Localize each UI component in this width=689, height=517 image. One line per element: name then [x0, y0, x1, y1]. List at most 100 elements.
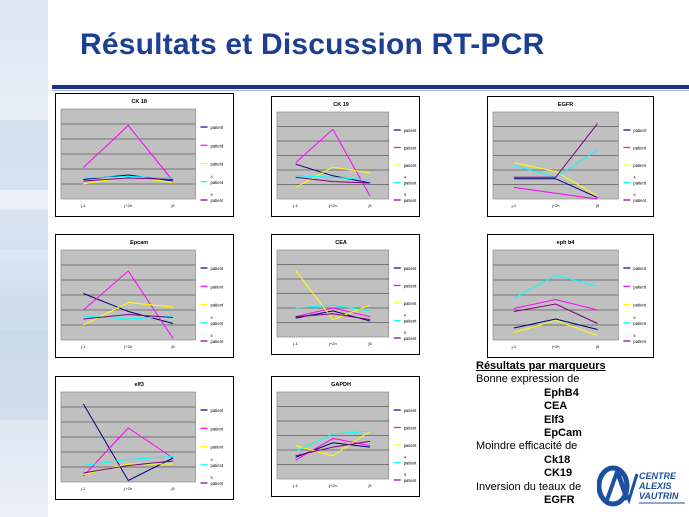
summary-good-item: Elf3	[544, 413, 565, 426]
x-tick-label: j-1	[511, 203, 517, 208]
series-line	[83, 456, 174, 466]
legend-label: patient	[211, 481, 224, 486]
legend-label: patient	[211, 162, 224, 167]
series-line	[83, 293, 174, 324]
series-line	[83, 177, 174, 182]
chart-title: EGFR	[558, 102, 573, 108]
legend-label: patient	[633, 321, 646, 326]
series-line	[295, 304, 371, 312]
series-line	[295, 128, 371, 197]
decorative-sidebar	[0, 0, 48, 517]
legend-label: patient	[404, 163, 417, 168]
summary-inversion-label: Inversion du teaux de	[476, 480, 582, 493]
legend-mark: 5	[211, 475, 214, 480]
legend-label: patient	[404, 426, 417, 431]
series-line	[513, 318, 598, 330]
legend-label: patient	[404, 266, 417, 271]
svg-text:CENTRE: CENTRE	[639, 471, 677, 481]
centre-alexis-vautrin-logo: CENTRE ALEXIS VAUTRIN	[596, 462, 689, 512]
legend-mark: 4	[211, 174, 214, 179]
series-line	[513, 178, 598, 199]
chart-svg: elf3 j-1 j+2h j5 patient patient patient patien…	[60, 382, 224, 491]
summary-good-label: Bonne expression de	[476, 373, 580, 386]
title-underline-thin	[52, 90, 689, 91]
chart-ck18: CK 18 j-1 j+2h j5 patient patient patient patie…	[55, 93, 234, 217]
legend-label: patient	[211, 463, 224, 468]
chart-title: GAPDH	[331, 382, 351, 388]
series-line	[295, 440, 371, 457]
legend-label: patient	[633, 284, 646, 289]
legend-mark: 5	[404, 472, 407, 477]
series-line	[295, 175, 371, 181]
legend-mark: 4	[211, 457, 214, 462]
series-line	[295, 430, 371, 452]
legend-mark: 5	[633, 333, 636, 338]
series-line	[295, 269, 371, 321]
chart-svg: eph b4 j-1 j+2h j5 patient patient patient pati…	[492, 240, 647, 349]
legend-label: patient	[211, 303, 224, 308]
chart-ck19: CK 19 j-1 j+2h j5 patient patient patient patie…	[271, 96, 420, 217]
x-tick-label: j+2h	[123, 203, 132, 208]
series-line	[513, 298, 598, 311]
series-line	[83, 460, 174, 474]
chart-svg: GAPDH j-1 j+2h j5 patient patient patient patie…	[276, 382, 417, 488]
x-tick-label: j-1	[292, 203, 298, 208]
chart-title: CK 19	[333, 102, 349, 108]
legend-label: patient	[404, 301, 417, 306]
legend-label: patient	[404, 443, 417, 448]
chart-svg: CEA j-1 j+2h j5 patient patient patient patient…	[276, 240, 417, 346]
legend-label: patient	[633, 303, 646, 308]
legend-mark: 4	[404, 175, 407, 180]
series-line	[513, 303, 598, 324]
summary-good-item: EphB4	[544, 386, 579, 399]
x-tick-label: j-1	[80, 486, 86, 491]
legend-label: patient	[211, 339, 224, 344]
legend-label: patient	[404, 336, 417, 341]
legend-label: patient	[404, 408, 417, 413]
series-line	[82, 403, 174, 482]
chart-title: CEA	[335, 240, 347, 246]
chart-cea: CEA j-1 j+2h j5 patient patient patient patient…	[271, 234, 420, 355]
chart-elf3: elf3 j-1 j+2h j5 patient patient patient patien…	[55, 376, 234, 500]
legend-mark: 5	[404, 330, 407, 335]
series-line	[295, 313, 371, 321]
svg-text:ALEXIS: ALEXIS	[638, 481, 672, 491]
chart-gapdh: GAPDH j-1 j+2h j5 patient patient patient patie…	[271, 376, 420, 497]
legend-label: patient	[211, 408, 224, 413]
x-tick-label: j5	[595, 344, 600, 349]
x-tick-label: j-1	[80, 203, 86, 208]
legend-label: patient	[404, 181, 417, 186]
x-tick-label: j-1	[292, 483, 298, 488]
x-tick-label: j+2h	[328, 203, 337, 208]
x-tick-label: j+2h	[328, 483, 337, 488]
legend-label: patient	[211, 180, 224, 185]
legend-label: patient	[211, 284, 224, 289]
x-tick-label: j5	[595, 203, 600, 208]
chart-svg: Epcam j-1 j+2h j5 patient patient patient patie…	[60, 240, 224, 349]
series-line	[83, 124, 174, 182]
chart-title: CK 18	[131, 99, 147, 105]
chart-svg: CK 18 j-1 j+2h j5 patient patient patient patie…	[60, 99, 224, 208]
chart-title: Epcam	[130, 240, 148, 246]
legend-mark: 4	[404, 313, 407, 318]
legend-label: patient	[404, 198, 417, 203]
chart-egfr: EGFR j-1 j+2h j5 patient patient patient patien…	[487, 96, 654, 217]
series-line	[295, 430, 371, 457]
chart-title: eph b4	[557, 240, 576, 246]
legend-mark: 5	[211, 192, 214, 197]
summary-heading: Résultats par marqueurs	[476, 360, 606, 372]
legend-label: patient	[633, 339, 646, 344]
x-tick-label: j5	[368, 341, 373, 346]
legend-mark: 5	[633, 192, 636, 197]
results-summary: Résultats par marqueurs Bonne expression…	[476, 360, 606, 507]
series-line	[513, 274, 598, 299]
summary-less-label: Moindre efficacité de	[476, 440, 578, 453]
series-line	[295, 176, 371, 184]
x-tick-label: j5	[171, 344, 176, 349]
legend-label: patient	[633, 163, 646, 168]
x-tick-label: j+2h	[123, 344, 132, 349]
legend-mark: 4	[211, 315, 214, 320]
chart-svg: EGFR j-1 j+2h j5 patient patient patient patien…	[492, 102, 647, 208]
x-tick-label: j5	[368, 203, 373, 208]
legend-label: patient	[633, 146, 646, 151]
